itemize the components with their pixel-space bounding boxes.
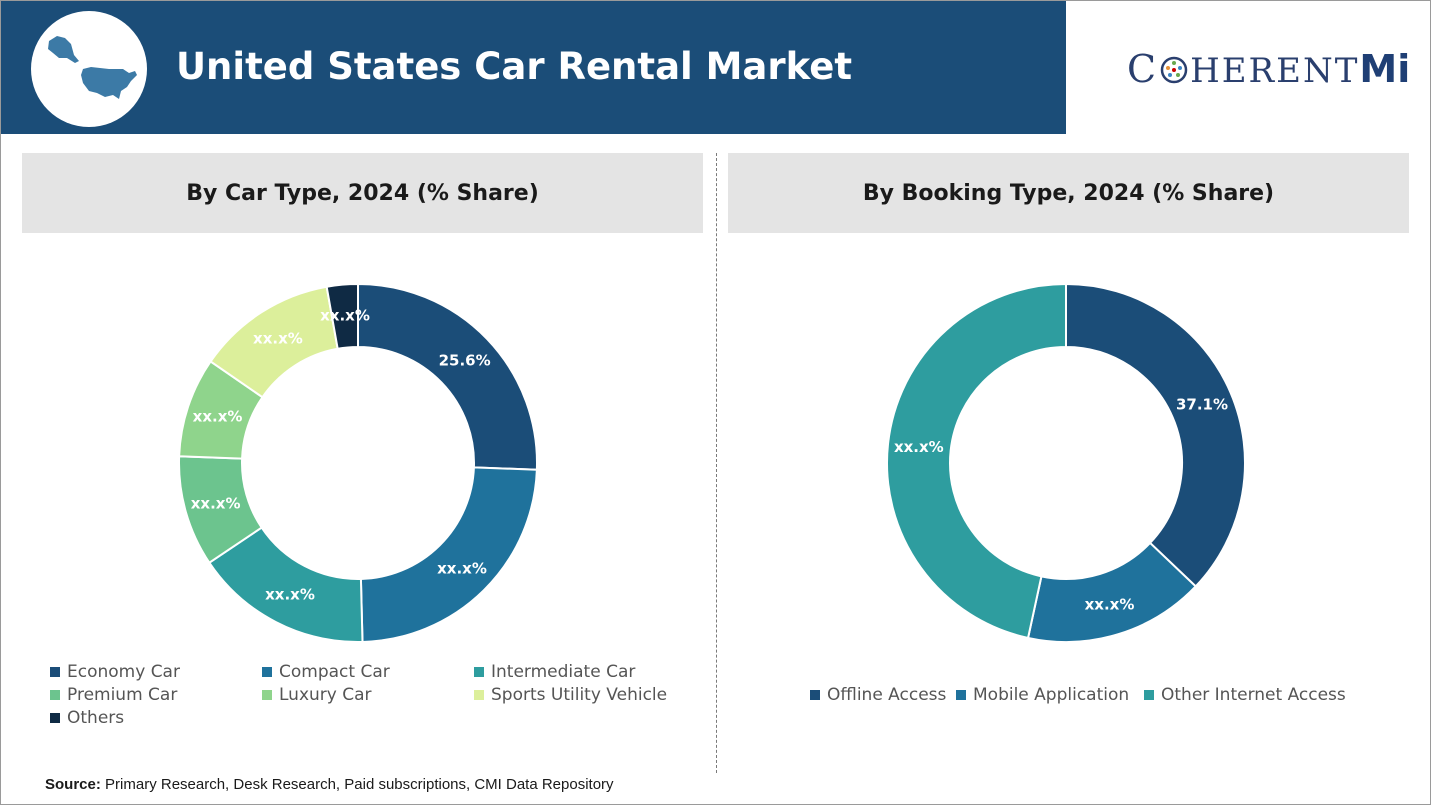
slice-label-sports-utility-vehicle: xx.x% — [253, 330, 303, 348]
booking-type-donut-chart: 37.1% xx.x% xx.x% — [886, 283, 1246, 643]
brand-middle: HERENT — [1190, 51, 1360, 91]
header-brand-area — [1066, 1, 1430, 134]
legend-label: Other Internet Access — [1161, 685, 1346, 705]
legend-label: Sports Utility Vehicle — [491, 685, 668, 705]
legend-swatch — [50, 667, 60, 677]
legend-swatch — [810, 690, 820, 700]
slice-compact-car — [359, 466, 538, 643]
slice-label-others: xx.x% — [320, 307, 370, 325]
legend-swatch — [262, 690, 272, 700]
legend-item-other-internet-access: Other Internet Access — [1144, 685, 1346, 705]
brand-suffix: Mi — [1359, 47, 1411, 91]
slice-other-internet-access — [886, 283, 1067, 640]
slice-label-premium-car: xx.x% — [191, 494, 241, 512]
us-map-icon — [48, 36, 137, 99]
globe-icon — [1160, 56, 1188, 84]
car-type-donut-chart: 25.6% xx.x% xx.x% xx.x% xx.x% xx.x% xx.x% — [178, 283, 538, 643]
legend-item-offline-access: Offline Access — [810, 685, 946, 705]
slice-label-mobile-application: xx.x% — [1085, 595, 1135, 613]
header-banner: United States Car Rental Market C HERENT… — [1, 1, 1430, 134]
legend-label: Compact Car — [279, 662, 390, 682]
legend-item-sports-utility-vehicle: Sports Utility Vehicle — [474, 685, 667, 705]
source-text: Primary Research, Desk Research, Paid su… — [105, 776, 614, 793]
page-title: United States Car Rental Market — [176, 45, 853, 88]
legend-swatch — [50, 690, 60, 700]
us-map-logo — [31, 11, 147, 127]
legend-item-economy-car: Economy Car — [50, 662, 180, 682]
brand-prefix: C — [1127, 47, 1159, 91]
legend-label: Mobile Application — [973, 685, 1130, 705]
legend-item-premium-car: Premium Car — [50, 685, 177, 705]
legend-item-luxury-car: Luxury Car — [262, 685, 372, 705]
legend-swatch — [262, 667, 272, 677]
brand-logo: C HERENTMi — [1127, 47, 1410, 91]
legend-label: Others — [67, 708, 125, 728]
slice-label-offline-access: 37.1% — [1176, 396, 1228, 414]
legend-item-others: Others — [50, 708, 124, 728]
legend-label: Luxury Car — [279, 685, 372, 705]
legend-label: Economy Car — [67, 662, 180, 682]
legend-item-compact-car: Compact Car — [262, 662, 390, 682]
legend-swatch — [50, 713, 60, 723]
legend-label: Offline Access — [827, 685, 947, 705]
panel-divider — [716, 153, 717, 773]
source-label: Source: — [45, 776, 101, 793]
legend-item-mobile-application: Mobile Application — [956, 685, 1129, 705]
legend-swatch — [474, 690, 484, 700]
legend-swatch — [956, 690, 966, 700]
slice-others — [325, 283, 359, 350]
legend-label: Intermediate Car — [491, 662, 636, 682]
slice-economy-car — [357, 283, 538, 471]
slice-label-intermediate-car: xx.x% — [265, 585, 315, 603]
legend-swatch — [474, 667, 484, 677]
slice-offline-access — [1065, 283, 1246, 588]
booking-type-chart-title: By Booking Type, 2024 (% Share) — [728, 153, 1409, 233]
slice-label-economy-car: 25.6% — [439, 351, 491, 369]
car-type-chart-title: By Car Type, 2024 (% Share) — [22, 153, 703, 233]
source-note: Source: Primary Research, Desk Research,… — [45, 776, 614, 793]
slice-label-compact-car: xx.x% — [437, 559, 487, 577]
slice-label-luxury-car: xx.x% — [193, 407, 243, 425]
legend-label: Premium Car — [67, 685, 178, 705]
slice-label-other-internet-access: xx.x% — [894, 438, 944, 456]
legend-item-intermediate-car: Intermediate Car — [474, 662, 635, 682]
legend-swatch — [1144, 690, 1154, 700]
